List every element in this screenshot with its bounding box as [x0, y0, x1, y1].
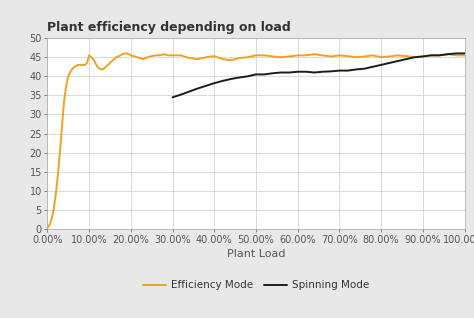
Spinning Mode [270, 71, 275, 75]
Spinning Mode [220, 79, 226, 83]
Efficiency Mode [137, 56, 142, 60]
Spinning Mode [428, 53, 434, 57]
Spinning Mode [186, 90, 192, 93]
Spinning Mode [387, 61, 392, 65]
Spinning Mode [320, 70, 326, 74]
Spinning Mode [411, 55, 417, 59]
Spinning Mode [328, 69, 334, 73]
Spinning Mode [437, 53, 442, 57]
Efficiency Mode [45, 226, 50, 230]
Line: Spinning Mode: Spinning Mode [173, 53, 465, 97]
Efficiency Mode [49, 218, 55, 221]
Spinning Mode [262, 73, 267, 76]
Spinning Mode [195, 86, 201, 90]
Spinning Mode [445, 52, 451, 56]
Spinning Mode [295, 70, 301, 74]
X-axis label: Plant Load: Plant Load [227, 249, 285, 259]
Line: Efficiency Mode: Efficiency Mode [47, 53, 465, 228]
Spinning Mode [203, 84, 209, 88]
Spinning Mode [403, 57, 409, 61]
Spinning Mode [345, 69, 351, 73]
Spinning Mode [237, 76, 242, 80]
Spinning Mode [228, 77, 234, 81]
Spinning Mode [462, 52, 467, 55]
Spinning Mode [278, 71, 284, 74]
Spinning Mode [378, 63, 384, 67]
Spinning Mode [303, 70, 309, 74]
Efficiency Mode [303, 53, 309, 57]
Efficiency Mode [122, 52, 128, 55]
Efficiency Mode [462, 53, 467, 57]
Spinning Mode [286, 71, 292, 74]
Spinning Mode [353, 67, 359, 71]
Efficiency Mode [362, 55, 367, 59]
Spinning Mode [311, 71, 317, 74]
Text: Plant efficiency depending on load: Plant efficiency depending on load [47, 21, 291, 34]
Spinning Mode [362, 67, 367, 71]
Efficiency Mode [64, 84, 69, 88]
Efficiency Mode [53, 193, 59, 197]
Spinning Mode [337, 69, 342, 73]
Spinning Mode [170, 95, 175, 99]
Spinning Mode [211, 81, 217, 85]
Spinning Mode [420, 55, 426, 59]
Spinning Mode [395, 59, 401, 63]
Spinning Mode [370, 65, 375, 69]
Spinning Mode [253, 73, 259, 76]
Spinning Mode [178, 93, 184, 97]
Spinning Mode [453, 52, 459, 55]
Spinning Mode [245, 74, 250, 78]
Legend: Efficiency Mode, Spinning Mode: Efficiency Mode, Spinning Mode [139, 276, 373, 294]
